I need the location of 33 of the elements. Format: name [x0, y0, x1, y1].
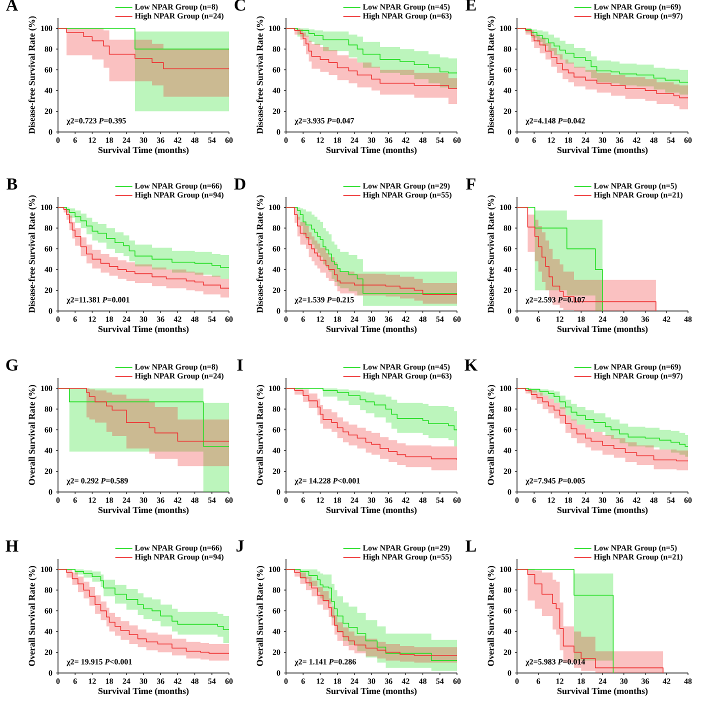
y-axis-title: Overall Survival Rate (%)	[256, 566, 265, 666]
y-axis-title: Disease-free Survival Rate (%)	[28, 195, 37, 313]
chart-title: B	[6, 178, 18, 190]
x-axis-title: Survival Time (months)	[98, 146, 189, 155]
y-axis-title: Overall Survival Rate (%)	[28, 566, 37, 666]
x-axis-title: Survival Time (months)	[326, 146, 417, 155]
chart-title: K	[464, 359, 478, 371]
y-axis-title: Overall Survival Rate (%)	[28, 384, 37, 485]
x-axis-title: Survival Time (months)	[557, 688, 648, 696]
chart-title: I	[237, 359, 243, 371]
x-axis-title: Survival Time (months)	[98, 688, 189, 696]
x-axis-title: Survival Time (months)	[326, 326, 417, 334]
y-axis-title: Overall Survival Rate (%)	[488, 566, 496, 666]
y-axis-title: Overall Survival Rate (%)	[256, 384, 265, 485]
y-axis-title: Disease-free Survival Rate (%)	[487, 195, 496, 313]
y-axis-title: Disease-free Survival Rate (%)	[256, 195, 265, 313]
chart-title: J	[236, 540, 244, 552]
x-axis-title: Survival Time (months)	[98, 326, 189, 334]
y-axis-title: Disease-free Survival Rate (%)	[28, 16, 37, 134]
y-axis-title: Overall Survival Rate (%)	[488, 384, 496, 485]
chart-title: F	[466, 178, 476, 190]
x-axis-title: Survival Time (months)	[326, 688, 417, 696]
chart-title: G	[6, 359, 18, 371]
x-axis-title: Survival Time (months)	[557, 146, 648, 155]
y-axis-title: Disease-free Survival Rate (%)	[256, 16, 265, 134]
x-axis-title: Survival Time (months)	[557, 506, 648, 515]
chart-title: D	[234, 178, 246, 190]
x-axis-title: Survival Time (months)	[98, 506, 189, 515]
y-axis-title: Disease-free Survival Rate (%)	[487, 16, 496, 134]
chart-title: H	[6, 540, 18, 552]
x-axis-title: Survival Time (months)	[326, 506, 417, 515]
chart-title: L	[466, 540, 476, 552]
x-axis-title: Survival Time (months)	[557, 326, 648, 334]
